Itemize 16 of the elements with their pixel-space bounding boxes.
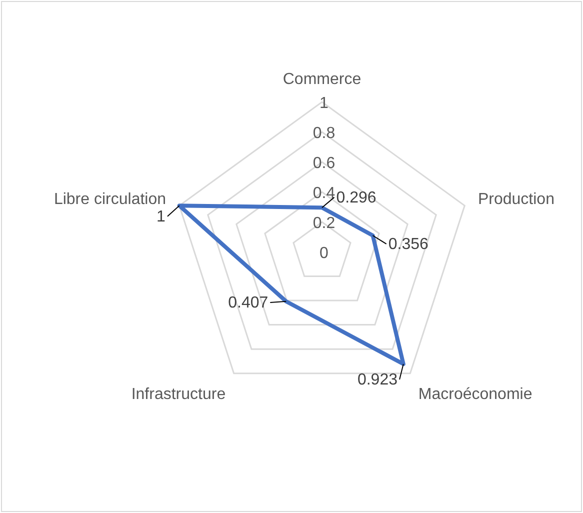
- spoke-label: Commerce: [282, 71, 362, 88]
- data-label: 0.923: [357, 372, 398, 389]
- y-tick-label: 1: [320, 95, 329, 112]
- data-label: 0.407: [228, 294, 268, 312]
- spoke-label: Production: [478, 191, 554, 208]
- data-label: 0.356: [388, 236, 428, 253]
- y-tick-label: 0.4: [312, 185, 336, 202]
- y-tick-label: 0.6: [312, 155, 336, 172]
- spoke-label: Infrastructure: [131, 386, 226, 403]
- spoke-label: Libre circulation: [54, 191, 166, 208]
- y-tick-label: 0.2: [312, 215, 336, 232]
- spoke-label: Macroéconomie: [418, 386, 532, 403]
- y-tick-label: 0.8: [312, 125, 336, 142]
- data-label: 0.296: [336, 189, 376, 206]
- y-tick-label: 0: [320, 245, 329, 262]
- data-label: 1: [156, 208, 166, 226]
